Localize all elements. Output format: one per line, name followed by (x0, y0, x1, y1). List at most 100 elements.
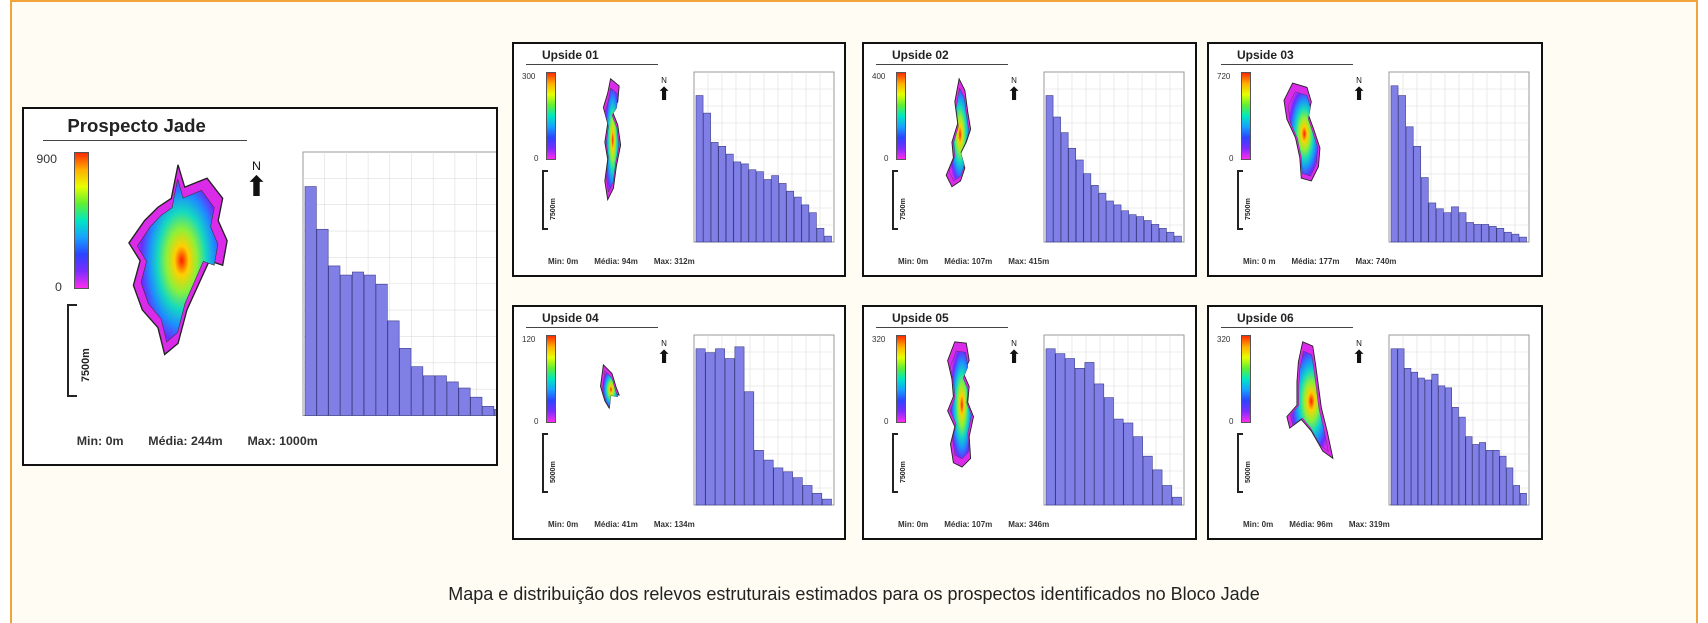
histogram-bar (705, 352, 716, 506)
histogram-bar (1436, 208, 1444, 243)
relief-map (602, 77, 622, 202)
color-scale-bar (896, 335, 906, 423)
north-arrow: N ⬆ (1351, 339, 1367, 366)
north-arrow-icon: ⬆ (1351, 84, 1367, 104)
prospect-panel: Upside 03 720 0 7500m N ⬆ Min: 0 m Média: 177m M… (1207, 42, 1543, 277)
north-arrow-icon: ⬆ (244, 170, 269, 202)
stat-min: Min: 0m (1243, 520, 1274, 529)
histogram-bar (1060, 132, 1069, 243)
scale-bar-label: 7500m (550, 198, 557, 220)
histogram-bar (792, 477, 803, 506)
histogram-bar (1485, 450, 1493, 506)
histogram-bar (718, 146, 727, 243)
scale-bar-label: 7500m (900, 461, 907, 483)
stats-line: Min: 0 m Média: 177m Max: 740m (1243, 257, 1396, 266)
stat-max: Max: 346m (1008, 520, 1050, 529)
histogram-bar (304, 186, 317, 417)
histogram-bar (1519, 236, 1527, 243)
stat-min: Min: 0 m (1243, 257, 1276, 266)
histogram-bar (1420, 177, 1429, 243)
title-underline (42, 140, 248, 141)
prospect-panel: Upside 01 300 0 7500m N ⬆ Min: 0m Média: 94m Max… (512, 42, 846, 277)
histogram-bar (1121, 210, 1129, 243)
color-scale-bar (546, 335, 556, 423)
stats-line: Min: 0m Média: 107m Max: 346m (898, 520, 1049, 529)
map-relief-fill (1287, 91, 1318, 177)
histogram-bar (1504, 231, 1512, 243)
histogram-bar (1152, 469, 1163, 506)
relief-map (947, 341, 974, 468)
north-label: N (661, 339, 667, 348)
color-scale-max: 320 (872, 335, 886, 344)
stat-media: Média: 177m (1291, 257, 1340, 266)
color-scale-min: 0 (884, 154, 889, 163)
panel-title: Upside 03 (1237, 48, 1294, 62)
histogram-bar (753, 450, 764, 506)
histogram-bar (1481, 224, 1490, 243)
north-label: N (661, 76, 667, 85)
histogram-bar (470, 397, 483, 417)
color-scale-min: 0 (1229, 417, 1234, 426)
histogram-bar (816, 228, 825, 243)
histogram-bar (1499, 455, 1507, 506)
histogram-bar (387, 320, 400, 417)
panel-title: Prospecto Jade (67, 115, 206, 137)
scale-bar (892, 170, 898, 230)
map-relief-fill (949, 350, 972, 459)
prospect-panel: Upside 04 120 0 5000m N ⬆ Min: 0m Média: 41m Max… (512, 305, 846, 540)
north-arrow-icon: ⬆ (1006, 347, 1022, 367)
histogram-bar (482, 406, 495, 417)
histogram-bar (1397, 348, 1405, 506)
histogram-bar (1390, 348, 1398, 506)
scale-bar (1237, 433, 1243, 493)
histogram-bar (1091, 185, 1099, 243)
histogram-bar (1506, 467, 1514, 506)
histogram (1388, 334, 1530, 506)
scale-bar-label: 5000m (550, 461, 557, 483)
stat-media: Média: 96m (1289, 520, 1333, 529)
stat-max: Max: 415m (1008, 257, 1050, 266)
prospect-panel: Upside 06 320 0 5000m N ⬆ Min: 0m Média: 96m Max… (1207, 305, 1543, 540)
relief-map (600, 363, 620, 410)
histogram-bar (1473, 224, 1482, 243)
histogram-bar (734, 346, 745, 506)
histogram-bar (1451, 206, 1459, 243)
histogram-bar (1458, 212, 1467, 243)
histogram-bar (340, 275, 353, 417)
histogram-bar (1136, 216, 1145, 243)
color-scale-min: 0 (55, 279, 62, 294)
stat-media: Média: 107m (944, 257, 993, 266)
histogram-bar (411, 366, 424, 417)
histogram-bar (744, 391, 755, 506)
stat-min: Min: 0m (898, 520, 929, 529)
histogram-bar (399, 348, 412, 417)
scale-bar-label: 7500m (79, 348, 92, 382)
histogram-bar (1162, 485, 1173, 506)
histogram-bar (1113, 204, 1122, 243)
histogram-bar (1075, 159, 1084, 243)
histogram-bar (801, 204, 810, 243)
histogram-bar (1106, 200, 1114, 243)
color-scale-max: 720 (1217, 72, 1231, 81)
color-scale-bar (546, 72, 556, 160)
north-arrow: N ⬆ (656, 339, 672, 366)
north-arrow-icon: ⬆ (656, 347, 672, 367)
histogram (302, 151, 496, 417)
color-scale-min: 0 (1229, 154, 1234, 163)
histogram-bar (1513, 485, 1521, 506)
scale-bar (67, 304, 77, 398)
title-underline (876, 327, 1008, 328)
histogram-bar (1519, 492, 1527, 506)
histogram-bar (741, 163, 749, 243)
north-arrow: N ⬆ (1351, 76, 1367, 103)
histogram (1043, 334, 1185, 506)
histogram-bar (1417, 377, 1425, 506)
histogram-bar (423, 375, 435, 417)
histogram-bar (733, 161, 742, 243)
histogram-bar (703, 112, 711, 243)
histogram-bar (1428, 202, 1437, 243)
histogram-bar (1103, 397, 1114, 506)
histogram-bar (1451, 407, 1459, 506)
scale-bar-label: 7500m (1245, 198, 1252, 220)
histogram-bar (802, 485, 813, 506)
